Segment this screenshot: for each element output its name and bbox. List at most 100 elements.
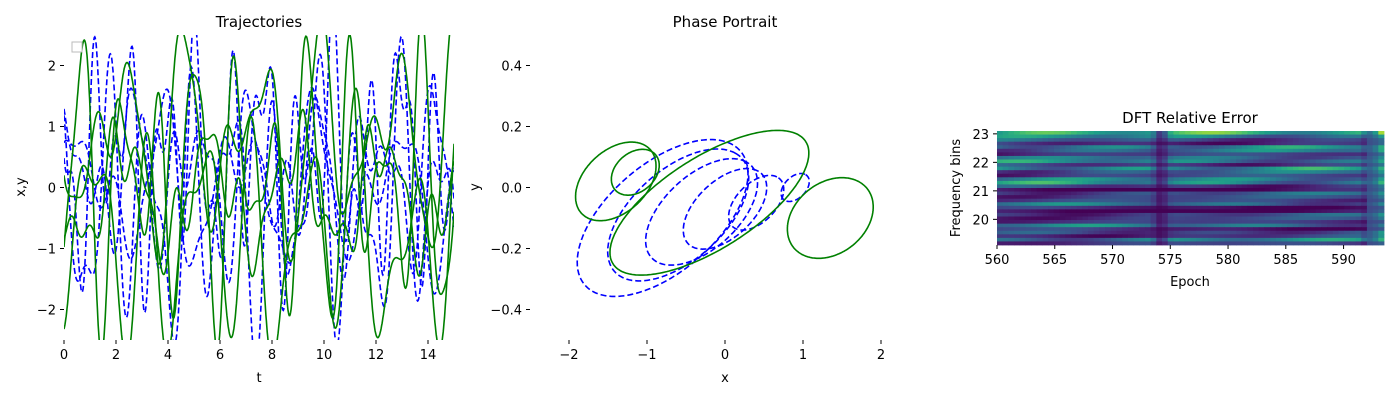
heatmap-cell [997, 191, 1004, 196]
heatmap-cell [1241, 220, 1248, 225]
heatmap-cell [1230, 191, 1237, 196]
heatmap-cell [1036, 198, 1043, 203]
heatmap-cell [1315, 241, 1322, 246]
heatmap-cell [1093, 220, 1100, 225]
heatmap-cell [1048, 180, 1055, 185]
heatmap-cell [1105, 241, 1112, 246]
heatmap-cell [1127, 134, 1134, 139]
heatmap-cell [1310, 220, 1317, 225]
heatmap-cell [1338, 180, 1345, 185]
heatmap-cell [1042, 220, 1049, 225]
heatmap-cell [1019, 209, 1026, 214]
heatmap-cell [1344, 191, 1351, 196]
heatmap-cell [1236, 241, 1243, 246]
heatmap-cell [1025, 241, 1032, 246]
heatmap-cell [1025, 184, 1032, 189]
heatmap-cell [1201, 205, 1208, 210]
heatmap-cell [1372, 173, 1379, 178]
heatmap-cell [1321, 141, 1328, 146]
heatmap-cell [1281, 223, 1288, 228]
heatmap-cell [1224, 223, 1231, 228]
heatmap-cell [1366, 220, 1374, 225]
heatmap-cell [1110, 166, 1117, 171]
heatmap-cell [1031, 152, 1038, 157]
heatmap-cell [1014, 202, 1021, 207]
heatmap-cell [1116, 184, 1123, 189]
heatmap-cell [1139, 234, 1146, 239]
heatmap-cell [1292, 241, 1300, 246]
heatmap-cell [1144, 202, 1152, 207]
heatmap-cell [1162, 191, 1169, 196]
y-tick-label: 22 [972, 156, 989, 171]
heatmap-cell [1082, 188, 1089, 192]
heatmap-cell [1088, 216, 1095, 221]
heatmap-cell [1156, 223, 1163, 228]
heatmap-cell [1224, 216, 1231, 221]
heatmap-cell [1053, 163, 1060, 168]
heatmap-cell [1019, 195, 1026, 200]
heatmap-cell [1093, 230, 1100, 235]
heatmap-cell [1042, 170, 1049, 175]
heatmap-cell [1292, 155, 1300, 160]
heatmap-cell [1048, 155, 1055, 160]
heatmap-cell [1105, 148, 1112, 153]
heatmap-cell [1270, 205, 1277, 210]
heatmap-cell [1179, 209, 1186, 214]
heatmap-cell [1179, 234, 1186, 239]
heatmap-cell [997, 148, 1004, 153]
heatmap-cell [1264, 220, 1271, 225]
heatmap-cell [1275, 241, 1282, 246]
heatmap-cell [1247, 220, 1254, 225]
heatmap-cell [1292, 212, 1300, 217]
heatmap-cell [1332, 220, 1339, 225]
heatmap-cell [1127, 163, 1134, 168]
heatmap-cell [1355, 184, 1362, 189]
heatmap-cell [1127, 237, 1134, 242]
heatmap-cell [1076, 209, 1083, 214]
heatmap-cell [1065, 234, 1072, 239]
heatmap-cell [1378, 216, 1385, 221]
heatmap-cell [1059, 237, 1066, 242]
x-tick-label: 585 [1273, 253, 1298, 268]
heatmap-cell [1366, 170, 1374, 175]
heatmap-cell [1139, 188, 1146, 192]
heatmap-cell [1321, 188, 1328, 192]
heatmap-cell [1088, 223, 1095, 228]
heatmap-cell [1127, 180, 1134, 185]
heatmap-cell [1065, 166, 1072, 171]
heatmap-cell [1270, 223, 1277, 228]
heatmap-cell [1190, 134, 1197, 139]
heatmap-cell [1031, 241, 1038, 246]
heatmap-cell [1099, 220, 1106, 225]
heatmap-cell [1207, 166, 1214, 171]
dashed-phase-loop-0 [780, 172, 811, 203]
heatmap-cell [1281, 188, 1288, 192]
heatmap-cell [1287, 155, 1294, 160]
heatmap-cell [1150, 234, 1157, 239]
heatmap-cell [1042, 148, 1049, 153]
heatmap-cell [1361, 166, 1368, 171]
heatmap-cell [1167, 184, 1174, 189]
heatmap-cell [1327, 188, 1334, 192]
heatmap-cell [1349, 148, 1356, 153]
heatmap-cell [1298, 145, 1305, 150]
heatmap-cell [1070, 173, 1078, 178]
heatmap-cell [1082, 202, 1089, 207]
heatmap-cell [1281, 205, 1288, 210]
heatmap-cell [1361, 209, 1368, 214]
heatmap-cell [1344, 138, 1351, 143]
heatmap-cell [1207, 134, 1214, 139]
heatmap-cell [1042, 159, 1049, 164]
heatmap-cell [1315, 152, 1322, 157]
heatmap-cell [1110, 195, 1117, 200]
heatmap-cell [1218, 220, 1226, 225]
heatmap-cell [1179, 188, 1186, 192]
heatmap-cell [1213, 152, 1220, 157]
heatmap-cell [1173, 202, 1180, 207]
heatmap-cell [1253, 163, 1260, 168]
heatmap-cell [1270, 138, 1277, 143]
heatmap-cell [1042, 234, 1049, 239]
heatmap-cell [1059, 202, 1066, 207]
heatmap-cell [1253, 166, 1260, 171]
heatmap-cell [1088, 134, 1095, 139]
